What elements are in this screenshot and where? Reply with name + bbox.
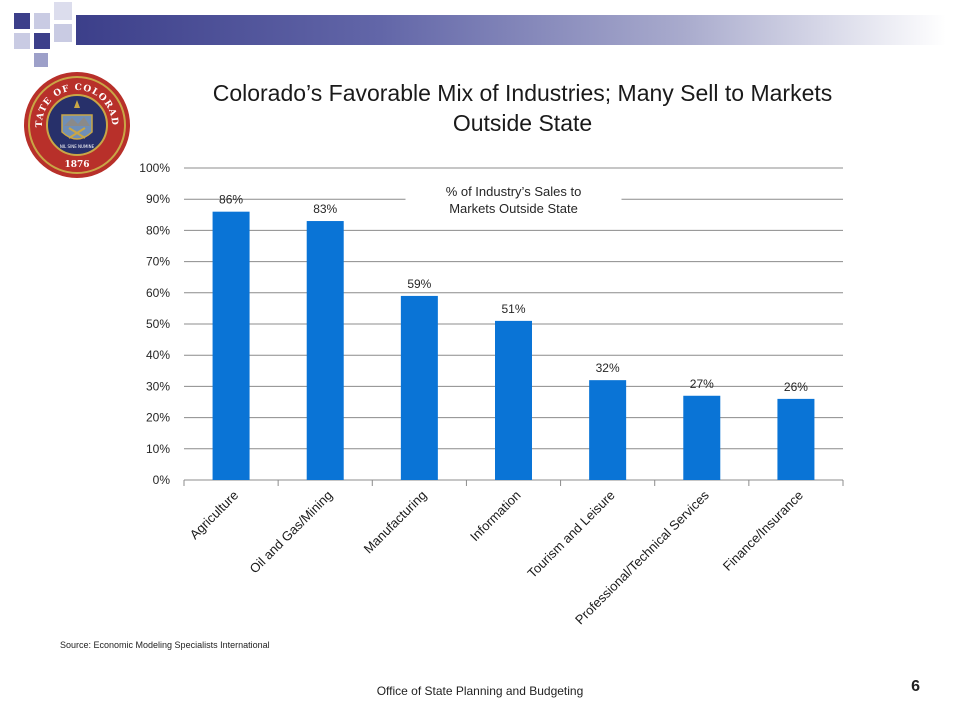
x-axis-category-labels: Agriculture Oil and Gas/Mining Manufacturi… bbox=[187, 487, 806, 627]
deco-square-4 bbox=[14, 33, 30, 49]
deco-square-2 bbox=[34, 13, 50, 29]
y-tick-label: 30% bbox=[146, 379, 170, 393]
x-category-label: Oil and Gas/Mining bbox=[247, 488, 336, 577]
x-axis-tick-marks bbox=[183, 480, 844, 486]
footer-organization: Office of State Planning and Budgeting bbox=[376, 684, 584, 698]
colorado-seal-icon: STATE OF COLORADO 1876 NIL SINE NUMINE bbox=[22, 70, 130, 178]
deco-square-7 bbox=[34, 53, 48, 67]
bar-data-label: 59% bbox=[407, 277, 431, 291]
y-tick-label: 10% bbox=[146, 442, 170, 456]
deco-square-3 bbox=[54, 2, 72, 20]
deco-square-1 bbox=[14, 13, 30, 29]
seal-motto: NIL SINE NUMINE bbox=[60, 144, 95, 149]
deco-square-6 bbox=[54, 24, 72, 42]
seal-year: 1876 bbox=[64, 160, 89, 170]
slide-title: Colorado’s Favorable Mix of Industries; … bbox=[150, 78, 895, 138]
deco-square-5 bbox=[34, 33, 50, 49]
y-tick-label: 80% bbox=[146, 223, 170, 237]
y-axis-ticks: 0% 10% 20% 30% 40% 50% 60% 70% 80% 90% 100% bbox=[139, 161, 170, 487]
x-category-label: Information bbox=[467, 488, 524, 545]
bar bbox=[212, 211, 250, 480]
bar-data-label: 32% bbox=[596, 361, 620, 375]
y-tick-label: 70% bbox=[146, 255, 170, 269]
x-category-label: Tourism and Leisure bbox=[524, 488, 617, 581]
bar-data-label: 51% bbox=[501, 302, 525, 316]
bar bbox=[683, 395, 721, 480]
bars bbox=[212, 211, 815, 481]
chart-annotation-line-2: Markets Outside State bbox=[449, 201, 578, 216]
bar bbox=[589, 380, 627, 480]
source-note: Source: Economic Modeling Specialists In… bbox=[60, 640, 270, 650]
x-category-label: Finance/Insurance bbox=[720, 488, 806, 574]
y-tick-label: 60% bbox=[146, 286, 170, 300]
y-tick-label: 100% bbox=[139, 161, 170, 175]
x-category-label: Manufacturing bbox=[361, 488, 430, 557]
title-line-1: Colorado’s Favorable Mix of Industries; … bbox=[212, 80, 833, 106]
page-number: 6 bbox=[911, 678, 920, 695]
bar bbox=[777, 398, 815, 480]
chart-annotation-line-1: % of Industry’s Sales to bbox=[446, 184, 582, 199]
bar-data-label: 86% bbox=[219, 193, 243, 207]
y-tick-label: 90% bbox=[146, 192, 170, 206]
y-tick-label: 0% bbox=[153, 473, 171, 487]
bar-data-labels: 86% 83% 59% 51% 32% 27% 26% bbox=[219, 193, 808, 394]
gridlines bbox=[184, 167, 843, 450]
annotation-background bbox=[405, 182, 622, 225]
title-line-2: Outside State bbox=[452, 110, 593, 136]
y-tick-label: 20% bbox=[146, 411, 170, 425]
y-tick-label: 50% bbox=[146, 317, 170, 331]
bar-data-label: 26% bbox=[784, 380, 808, 394]
y-tick-label: 40% bbox=[146, 348, 170, 362]
header-gradient-bar bbox=[76, 15, 946, 45]
bar-data-label: 83% bbox=[313, 202, 337, 216]
bar bbox=[400, 295, 438, 480]
bar bbox=[495, 320, 532, 480]
bar bbox=[306, 221, 344, 481]
x-category-label: Agriculture bbox=[187, 488, 242, 543]
bar-data-label: 27% bbox=[690, 377, 714, 391]
